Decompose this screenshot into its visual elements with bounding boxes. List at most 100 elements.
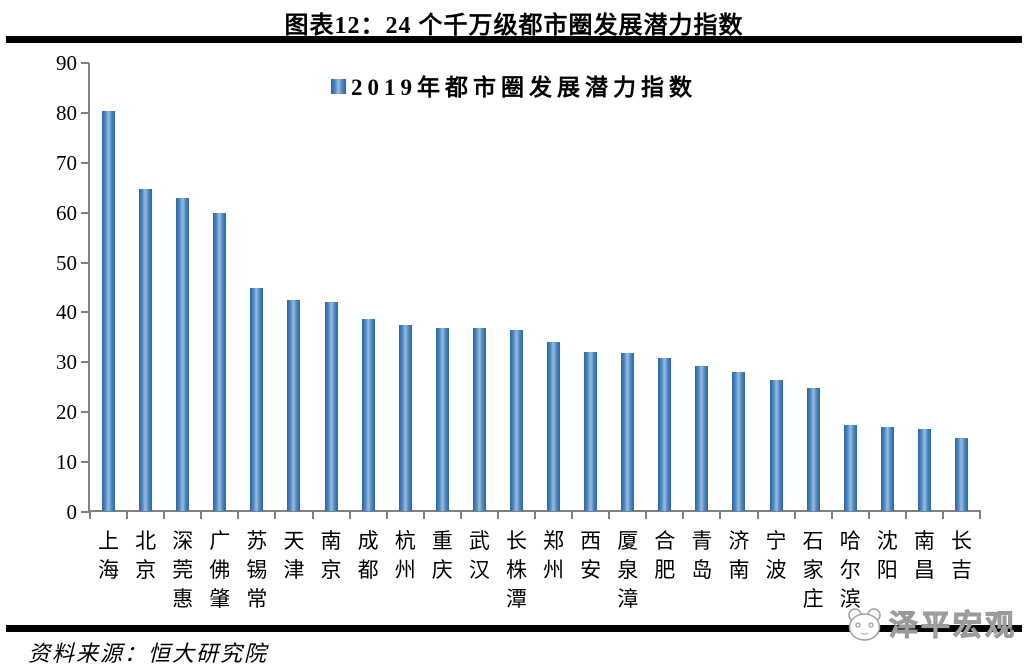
x-category-label-char: 锡 [246,558,268,582]
x-category-label-char: 尔 [839,558,861,582]
bar [361,318,375,512]
bar [584,352,598,512]
x-category-label-char: 州 [543,558,565,582]
x-category-label-char: 重 [431,529,453,553]
x-category-label-char: 波 [765,558,787,582]
x-category-label-char: 南 [728,558,750,582]
source-note: 资料来源：恒大研究院 [28,641,269,666]
bar [176,197,190,512]
y-axis-tick-label: 80 [56,101,77,126]
x-axis-tick [904,512,907,519]
x-category-label: 成都 [356,527,380,585]
x-category-label: 深莞惠 [171,527,195,614]
bar [547,342,561,512]
x-axis-tick [941,512,944,519]
bar [287,300,301,512]
x-category-label: 青岛 [690,527,714,585]
x-category-label: 武汉 [467,527,491,585]
x-category-label-char: 南 [913,529,935,553]
x-category-label-char: 庄 [802,587,824,611]
x-category-label-char: 汉 [468,558,490,582]
x-category-label-char: 合 [654,529,676,553]
x-axis-tick [979,512,981,519]
chart-legend: 2019年都市圈发展潜力指数 [331,68,697,102]
y-axis-tick [81,510,89,513]
bar [398,324,412,512]
x-category-label: 南昌 [912,527,936,585]
x-axis-tick [608,512,611,519]
x-category-label: 石家庄 [801,527,825,614]
x-category-label: 上海 [97,527,121,585]
zeping-logo-icon [848,608,881,641]
y-axis-tick [81,410,89,413]
bar [324,301,338,512]
x-category-label-char: 西 [580,529,602,553]
x-axis-tick [719,512,722,519]
x-category-label: 宁波 [764,527,788,585]
x-axis-tick [385,512,388,519]
bar [658,357,672,512]
x-category-label-char: 津 [283,558,305,582]
x-axis-tick [867,512,870,519]
x-category-label-char: 惠 [172,587,194,611]
y-axis-tick [81,62,89,65]
x-category-label-char: 深 [172,529,194,553]
bar [880,426,894,512]
x-category-label-char: 武 [468,529,490,553]
x-category-label: 天津 [282,527,306,585]
x-category-label: 杭州 [393,527,417,585]
bar [843,424,857,512]
legend-marker-icon [331,78,346,94]
bar [954,438,968,512]
x-category-label-char: 京 [320,558,342,582]
x-axis-tick [534,512,536,519]
x-category-label-char: 株 [505,558,527,582]
y-axis-tick [81,311,89,314]
x-axis-tick [645,512,648,519]
y-axis-tick [81,161,89,164]
x-category-label: 西安 [579,527,603,585]
bar [102,110,116,512]
y-axis-tick [81,460,89,463]
x-axis-tick [756,512,759,519]
x-category-label-char: 都 [357,558,379,582]
y-axis-line [88,63,90,512]
x-category-label-char: 州 [394,558,416,582]
x-category-label-char: 肇 [209,587,231,611]
x-axis-tick [274,512,277,519]
x-axis-tick [311,512,314,519]
x-category-label-char: 莞 [172,558,194,582]
y-axis-tick [81,211,89,214]
x-axis-tick [459,512,462,519]
x-category-label: 长株潭 [504,527,528,614]
y-axis-tick [81,261,89,264]
x-category-label-char: 北 [135,529,157,553]
x-axis-tick [163,512,166,519]
x-category-label-char: 漳 [617,587,639,611]
x-category-label-char: 潭 [505,587,527,611]
x-axis-tick [348,512,351,519]
x-axis-tick [422,512,425,519]
y-axis-tick-label: 60 [56,200,77,225]
bar [139,188,153,512]
x-axis-tick [237,512,240,519]
y-axis-tick-label: 90 [56,51,77,76]
x-category-label: 哈尔滨 [838,527,862,614]
x-category-label: 南京 [319,527,343,585]
page-title: 图表12：24 个千万级都市圈发展潜力指数 [284,13,744,39]
x-category-label-char: 庆 [431,558,453,582]
x-category-label-char: 南 [320,529,342,553]
x-axis-tick [793,512,796,519]
bar [806,387,820,512]
x-category-label: 北京 [134,527,158,585]
bar [472,328,486,512]
x-category-label: 合肥 [653,527,677,585]
bar-chart: 2019年都市圈发展潜力指数 0 10 20 30 40 50 60 70 80 90 上海北京深莞… [56,51,981,614]
x-category-label: 郑州 [542,527,566,585]
bar [621,352,635,512]
x-category-label-char: 阳 [876,558,898,582]
x-axis-tick [496,512,499,519]
watermark-text: 泽平宏观 [888,610,1018,643]
x-axis-tick [200,512,203,519]
y-axis-tick-label: 70 [56,150,77,175]
